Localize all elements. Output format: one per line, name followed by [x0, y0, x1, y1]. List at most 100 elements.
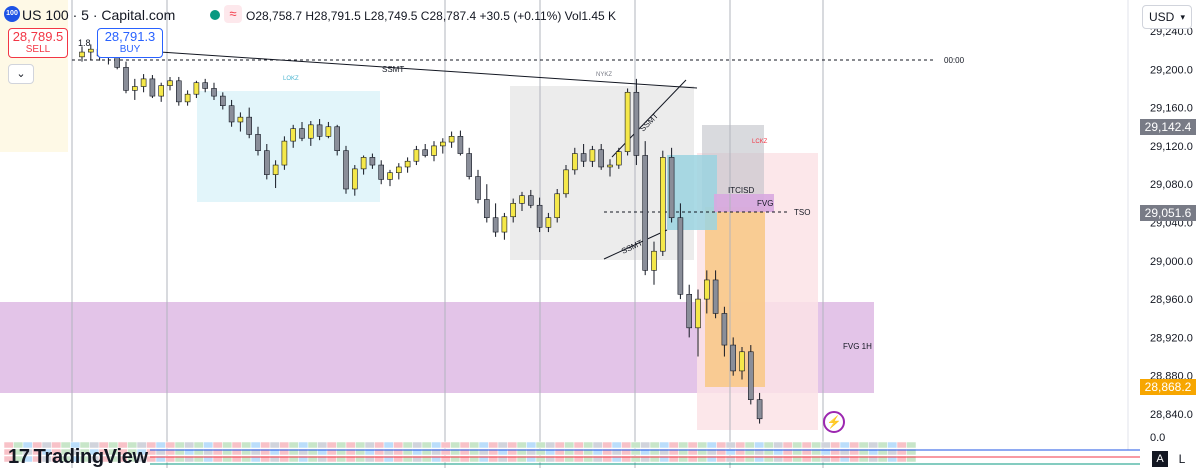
- volume-strip-cell: [222, 441, 233, 449]
- volume-strip-cell: [621, 441, 632, 449]
- volume-strip-cell: [564, 441, 575, 449]
- wave-icon[interactable]: ≈: [224, 5, 242, 23]
- candle: [545, 212, 552, 233]
- volume-strip-cell: [801, 441, 812, 449]
- candle: [255, 126, 261, 156]
- symbol-title[interactable]: US 100 · 5 · Capital.com: [22, 7, 176, 23]
- volume-strip-cell: [421, 441, 432, 449]
- volume-strip-cell: [906, 448, 917, 456]
- candle: [439, 138, 446, 154]
- volume-strip-cell: [364, 441, 375, 449]
- candle: [554, 188, 561, 223]
- volume-strip-cell: [659, 441, 670, 449]
- candle: [431, 141, 437, 162]
- tradingview-logo[interactable]: 17 TradingView: [8, 446, 148, 469]
- volume-strip-cell: [440, 441, 451, 449]
- price-tick-label: 29,120.0: [1150, 141, 1193, 153]
- price-tag-high: 29,142.4: [1140, 119, 1196, 135]
- volume-strip-cell: [678, 441, 689, 449]
- candle: [360, 155, 367, 175]
- candle: [290, 124, 297, 148]
- symbol-logo-icon[interactable]: 100: [4, 6, 20, 22]
- volume-strip-cell: [165, 441, 176, 449]
- candle: [140, 74, 147, 93]
- volume-strip-cell: [288, 441, 299, 449]
- fvg-zone: [714, 194, 774, 212]
- candle: [325, 121, 332, 139]
- candle: [123, 61, 129, 94]
- volume-strip-cell: [602, 441, 613, 449]
- volume-strip-cell: [687, 441, 698, 449]
- candle: [404, 157, 411, 173]
- volume-strip-cell: [554, 441, 565, 449]
- green-dot-icon: [210, 10, 220, 20]
- price-tick-label: 29,080.0: [1150, 179, 1193, 191]
- price-tick-label: 28,840.0: [1150, 409, 1193, 421]
- sell-label: SELL: [25, 44, 51, 55]
- candle: [536, 197, 543, 233]
- volume-strip-cell: [450, 441, 461, 449]
- candle: [721, 306, 728, 357]
- volume-strip-cell: [706, 441, 717, 449]
- candle: [395, 163, 402, 180]
- vertical-lines: [71, 0, 824, 468]
- volume-strip-cell: [811, 441, 822, 449]
- volume-strip-cell: [887, 441, 898, 449]
- volume-strip-cell: [906, 441, 917, 449]
- volume-strip-cell: [336, 441, 347, 449]
- ssmt-top-line: [159, 51, 698, 89]
- candle: [272, 160, 279, 189]
- candle: [747, 345, 754, 405]
- volume-strip-cell: [754, 441, 765, 449]
- volume-strip-cell: [184, 441, 195, 449]
- sell-button[interactable]: 28,789.5 SELL: [8, 28, 68, 58]
- candle: [686, 284, 693, 338]
- candle: [677, 203, 684, 300]
- lightning-alert-icon[interactable]: ⚡: [823, 411, 845, 433]
- volume-strip-cell: [241, 441, 252, 449]
- log-scale-button[interactable]: L: [1178, 452, 1186, 466]
- volume-strip-cell: [763, 441, 774, 449]
- candle: [220, 92, 226, 110]
- volume-strip-cell: [573, 441, 584, 449]
- volume-strip-cell: [307, 441, 318, 449]
- candle: [695, 289, 701, 357]
- tso-label: TSO: [794, 208, 810, 217]
- volume-strip-cell: [592, 441, 603, 449]
- volume-strip-cell: [279, 441, 290, 449]
- candle: [659, 150, 666, 257]
- volume-strip-cell: [820, 441, 831, 449]
- volume-strip-cell: [716, 441, 727, 449]
- candle: [193, 80, 200, 99]
- lokz-zone: [197, 91, 380, 202]
- candle: [413, 145, 420, 166]
- volume-strip-cell: [725, 441, 736, 449]
- candle: [739, 346, 745, 380]
- volume-strip-cell: [412, 441, 423, 449]
- volume-strip-cell: [478, 441, 489, 449]
- candle: [211, 82, 217, 100]
- volume-strip-cell: [231, 441, 242, 449]
- auto-scale-button[interactable]: A: [1152, 451, 1168, 467]
- collapse-chevron-down-icon[interactable]: ⌄: [8, 64, 34, 84]
- candle: [202, 78, 208, 93]
- volume-strip-cell: [868, 441, 879, 449]
- buy-button[interactable]: 28,791.3 BUY: [97, 28, 163, 58]
- volume-strip-cell: [839, 441, 850, 449]
- candle: [88, 44, 94, 60]
- candle: [176, 76, 182, 106]
- price-tick-label: 29,200.0: [1150, 64, 1193, 76]
- volume-strip-cell: [697, 441, 708, 449]
- volume-strip-cell: [611, 441, 622, 449]
- candle: [281, 136, 288, 170]
- volume-strip-cell: [782, 441, 793, 449]
- currency-select[interactable]: USD ▾: [1142, 5, 1192, 29]
- candle: [351, 165, 358, 196]
- currency-label: USD: [1149, 10, 1175, 24]
- volume-strip-cell: [345, 441, 356, 449]
- ohlc-readout: O28,758.7 H28,791.5 L28,749.5 C28,787.4 …: [246, 9, 617, 23]
- candle: [580, 143, 587, 167]
- volume-strip-cell: [744, 441, 755, 449]
- volume-strip-cell: [630, 441, 641, 449]
